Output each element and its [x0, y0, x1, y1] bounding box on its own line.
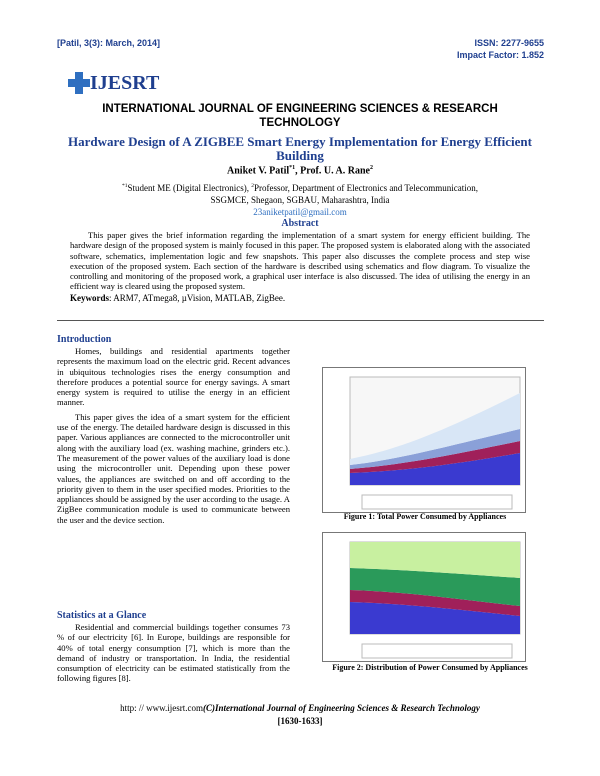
section-heading: Introduction	[57, 334, 112, 345]
journal-name: INTERNATIONAL JOURNAL OF ENGINEERING SCI…	[102, 103, 498, 129]
aff-sup: 2	[251, 183, 254, 189]
impact-factor: Impact Factor: 1.852	[456, 50, 544, 60]
aff-text: Student ME (Digital Electronics),	[127, 183, 252, 193]
logo-text: IJESRT	[90, 72, 160, 94]
affiliation: *1Student ME (Digital Electronics), 2Pro…	[0, 180, 600, 218]
author: Aniket V. Patil	[227, 165, 290, 177]
affiliation-line: *1Student ME (Digital Electronics), 2Pro…	[0, 180, 600, 194]
footer-pages: [1630-1633]	[277, 716, 323, 726]
author-sup: 2	[369, 165, 373, 171]
aff-text: Professor, Department of Electronics and…	[253, 183, 478, 193]
section-heading: Statistics at a Glance	[57, 610, 147, 621]
aff-sup: *1	[121, 183, 128, 189]
abstract-heading: Abstract	[281, 218, 319, 229]
abstract-text: This paper gives the brief information r…	[70, 230, 530, 292]
section-body: Homes, buildings and residential apartme…	[57, 346, 290, 525]
figure-caption: Figure 2: Distribution of Power Consumed…	[332, 663, 528, 672]
email[interactable]: 23aniketpatil@gmail.com	[253, 207, 347, 217]
paper-title: Hardware Design of A ZIGBEE Smart Energy…	[68, 134, 532, 163]
citation: [Patil, 3(3): March, 2014]	[57, 38, 161, 48]
footer: http: // www.ijesrt.com(C)International …	[0, 703, 600, 713]
author-sup: *1	[289, 165, 296, 171]
affiliation-line: SSGMCE, Shegaon, SGBAU, Maharashtra, Ind…	[210, 195, 390, 205]
figure-2	[322, 532, 526, 662]
figure-1	[322, 367, 526, 513]
footer-copyright: (C)International Journal of Engineering …	[202, 703, 480, 713]
footer-url[interactable]: http: // www.ijesrt.com	[120, 703, 203, 713]
keywords-text: : ARM7, ATmega8, µVision, MATLAB, ZigBee…	[109, 293, 286, 303]
rule	[57, 320, 544, 321]
paragraph: Homes, buildings and residential apartme…	[57, 346, 290, 408]
author: Prof. U. A. Rane	[300, 165, 370, 177]
section-body: Residential and commercial buildings tog…	[57, 622, 290, 684]
paragraph: This paper gives the idea of a smart sys…	[57, 411, 290, 525]
logo-cross	[68, 72, 90, 94]
figure-caption: Figure 1: Total Power Consumed by Applia…	[343, 512, 507, 521]
keywords-label: Keywords	[70, 293, 109, 303]
authors: Aniket V. Patil*1, Prof. U. A. Rane2	[227, 165, 373, 177]
issn: ISSN: 2277-9655	[474, 38, 544, 48]
keywords: Keywords: ARM7, ATmega8, µVision, MATLAB…	[70, 293, 530, 303]
paragraph: Residential and commercial buildings tog…	[57, 622, 290, 684]
abstract: This paper gives the brief information r…	[70, 230, 530, 292]
